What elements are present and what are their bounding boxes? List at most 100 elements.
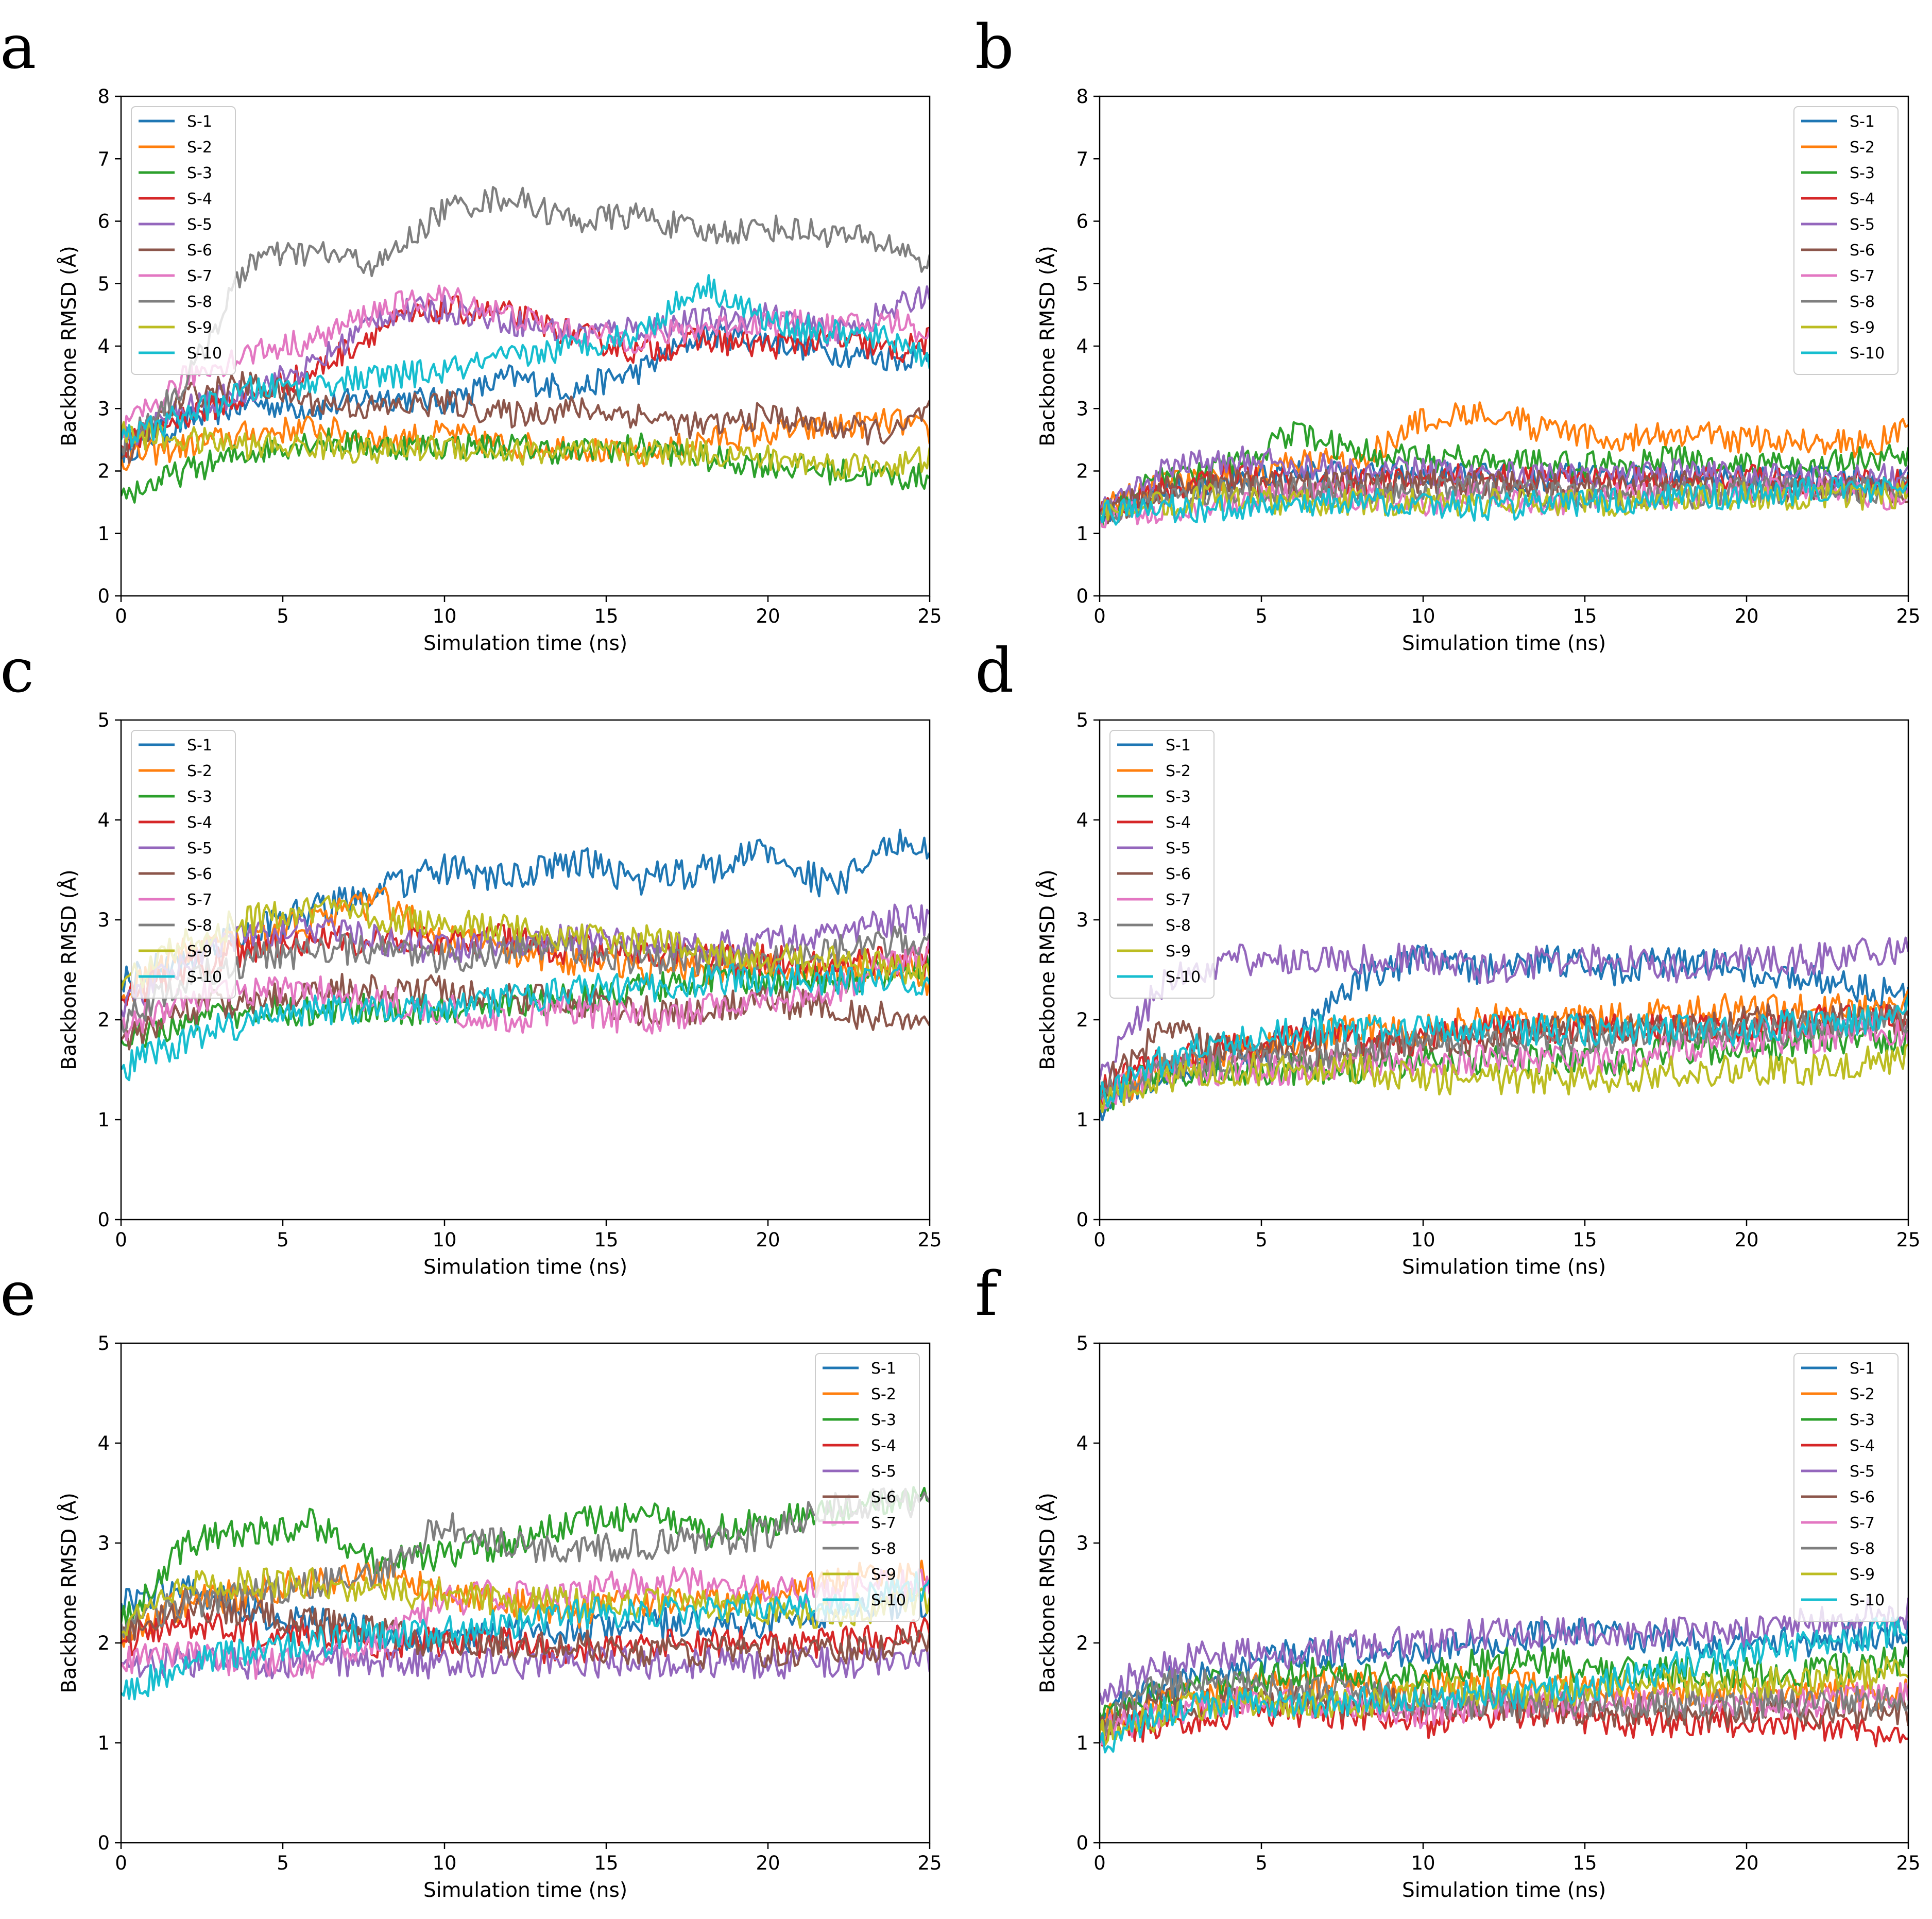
legend-label-s-6: S-6	[871, 1488, 896, 1506]
y-tick-label: 2	[1076, 1632, 1088, 1654]
x-tick-label: 15	[594, 1229, 618, 1251]
plot-frame	[120, 1342, 931, 1844]
panel-letter-d: d	[975, 635, 1014, 706]
x-tick-label: 10	[1411, 1852, 1435, 1874]
legend: S-1 S-2 S-3 S-4 S-5 S-6 S-7 S-8 S-9 S-10	[1109, 730, 1215, 999]
x-axis-label: Simulation time (ns)	[423, 632, 627, 655]
y-tick-label: 8	[1076, 85, 1088, 108]
x-tick-label: 10	[432, 1229, 456, 1251]
y-tick-label: 4	[97, 1432, 110, 1454]
legend-label-s-1: S-1	[1850, 113, 1875, 131]
y-tick-label: 0	[97, 585, 110, 607]
legend-label-s-6: S-6	[1850, 1488, 1875, 1506]
series-line-s-9	[121, 895, 930, 990]
x-tick-label: 15	[594, 605, 618, 627]
series-line-s-8	[121, 186, 930, 456]
legend-label-s-2: S-2	[871, 1385, 896, 1403]
legend-label-s-7: S-7	[871, 1514, 896, 1532]
x-axis-label: Simulation time (ns)	[423, 1256, 627, 1279]
y-tick-label: 3	[1076, 398, 1088, 420]
y-tick-label: 2	[97, 1009, 110, 1031]
series-line-s-6	[121, 972, 930, 1051]
legend-label-s-8: S-8	[1850, 1540, 1875, 1558]
y-axis-label: Backbone RMSD (Å)	[1035, 246, 1059, 446]
series-line-s-3	[121, 1486, 930, 1627]
legend: S-1 S-2 S-3 S-4 S-5 S-6 S-7 S-8 S-9 S-10	[1793, 106, 1899, 375]
y-tick-label: 2	[97, 460, 110, 483]
series-line-s-9	[1100, 1043, 1908, 1113]
y-tick-label: 3	[1076, 909, 1088, 931]
legend-label-s-10: S-10	[871, 1591, 906, 1609]
y-tick-label: 1	[97, 523, 110, 545]
legend-label-s-5: S-5	[871, 1463, 896, 1481]
legend-label-s-10: S-10	[1850, 1591, 1885, 1609]
x-tick-label: 0	[1093, 605, 1106, 627]
y-tick-label: 0	[1076, 1209, 1088, 1231]
x-tick-label: 25	[1896, 1852, 1920, 1874]
y-tick-label: 0	[1076, 1832, 1088, 1854]
x-tick-label: 20	[1734, 605, 1758, 627]
y-tick-label: 2	[1076, 460, 1088, 483]
legend-label-s-7: S-7	[1850, 1514, 1875, 1532]
y-tick-label: 6	[97, 211, 110, 233]
legend-label-s-4: S-4	[187, 190, 212, 208]
series-line-s-7	[121, 284, 930, 438]
legend-label-s-3: S-3	[1850, 164, 1875, 182]
y-tick-label: 1	[1076, 1109, 1088, 1131]
series-lines	[121, 1486, 930, 1701]
series-line-s-5	[1100, 936, 1908, 1080]
panel-c: c 0 5 10 15 20 25 0 1 2 3 4 5 Simulation time (ns) Bac…	[0, 635, 942, 1279]
legend-label-s-7: S-7	[187, 891, 212, 909]
legend-label-s-4: S-4	[1850, 1437, 1875, 1455]
legend-label-s-2: S-2	[1850, 1385, 1875, 1403]
x-tick-label: 10	[432, 1852, 456, 1874]
x-tick-label: 5	[277, 1852, 289, 1874]
y-tick-label: 8	[97, 85, 110, 108]
x-tick-label: 15	[594, 1852, 618, 1874]
x-tick-label: 25	[1896, 605, 1920, 627]
x-tick-label: 25	[917, 1852, 942, 1874]
legend-label-s-8: S-8	[187, 293, 212, 311]
y-tick-label: 7	[97, 148, 110, 170]
series-line-s-3	[121, 427, 930, 504]
y-tick-label: 5	[1076, 273, 1088, 295]
series-line-s-4	[121, 1608, 930, 1665]
series-line-s-10	[1100, 1616, 1908, 1754]
series-line-s-10	[121, 274, 930, 448]
x-axis-label: Simulation time (ns)	[1402, 1879, 1606, 1902]
legend-label-s-5: S-5	[1850, 1463, 1875, 1481]
legend-label-s-10: S-10	[187, 345, 222, 363]
x-tick-label: 0	[115, 1229, 127, 1251]
series-line-s-4	[121, 923, 930, 1006]
legend-label-s-1: S-1	[871, 1360, 896, 1378]
x-tick-label: 0	[115, 1852, 127, 1874]
y-tick-label: 5	[97, 273, 110, 295]
legend-label-s-7: S-7	[187, 267, 212, 285]
legend-label-s-9: S-9	[1850, 319, 1875, 337]
series-line-s-6	[121, 1586, 930, 1670]
legend-label-s-9: S-9	[1850, 1566, 1875, 1584]
legend-label-s-3: S-3	[187, 788, 212, 806]
legend-label-s-8: S-8	[1850, 293, 1875, 311]
legend-label-s-8: S-8	[187, 917, 212, 935]
y-tick-label: 1	[97, 1109, 110, 1131]
x-tick-label: 5	[1255, 605, 1268, 627]
legend-label-s-6: S-6	[187, 242, 212, 260]
legend-label-s-3: S-3	[1850, 1411, 1875, 1429]
x-tick-label: 25	[917, 1229, 942, 1251]
plot-frame	[1099, 1342, 1909, 1844]
x-tick-label: 10	[432, 605, 456, 627]
x-tick-label: 5	[277, 605, 289, 627]
y-tick-label: 4	[1076, 1432, 1088, 1454]
legend-label-s-2: S-2	[1166, 762, 1191, 780]
series-line-s-7	[121, 1566, 930, 1680]
legend-label-s-6: S-6	[1850, 242, 1875, 260]
x-axis-label: Simulation time (ns)	[1402, 1256, 1606, 1279]
x-tick-label: 15	[1572, 1229, 1597, 1251]
y-tick-label: 4	[97, 809, 110, 831]
x-tick-label: 20	[1734, 1852, 1758, 1874]
legend-label-s-4: S-4	[1850, 190, 1875, 208]
y-tick-label: 5	[97, 709, 110, 731]
series-lines	[1100, 1597, 1908, 1754]
